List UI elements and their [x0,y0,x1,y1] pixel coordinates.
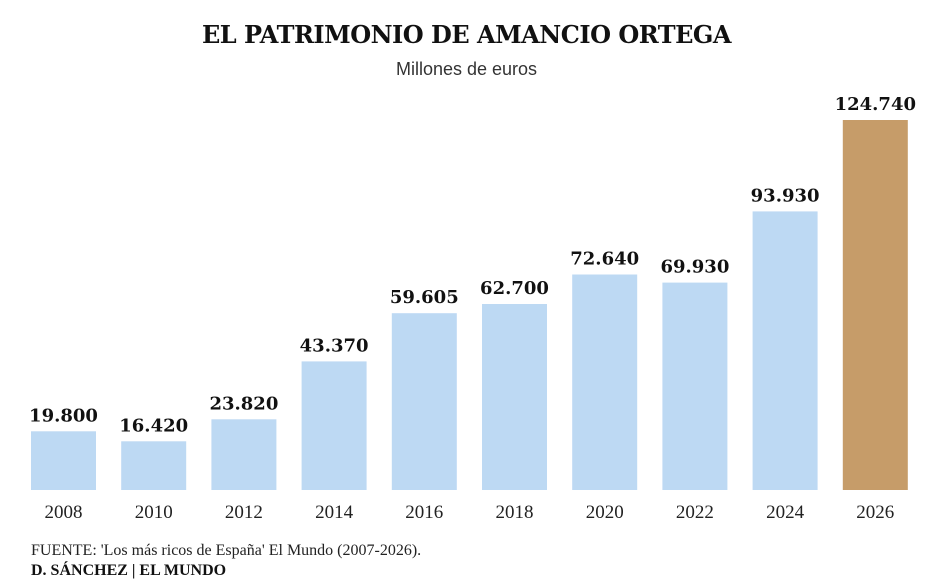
bar-2026 [842,120,908,490]
bar-2024 [752,211,818,490]
bar-2018 [482,304,547,490]
bar-2016 [391,313,457,490]
value-label-2016: 59.605 [390,287,459,308]
x-tick-label-2024: 2024 [766,502,805,523]
value-label-2010: 16.420 [119,415,188,436]
x-tick-label-2026: 2026 [856,502,894,523]
value-label-2008: 19.800 [29,405,98,426]
chart-title: EL PATRIMONIO DE AMANCIO ORTEGA [201,20,732,49]
bar-2020 [572,274,638,490]
x-tick-label-2018: 2018 [496,502,534,523]
bar-2022 [662,282,728,490]
bar-2008 [31,431,96,490]
x-tick-label-2008: 2008 [45,502,83,523]
value-label-2026: 124.740 [835,94,916,115]
x-tick-label-2012: 2012 [225,502,263,523]
value-label-2024: 93.930 [751,185,820,206]
x-tick-label-2022: 2022 [676,502,714,523]
value-label-2014: 43.370 [300,335,369,356]
x-tick-label-2014: 2014 [315,502,354,523]
source-note: FUENTE: 'Los más ricos de España' El Mun… [31,542,422,559]
credit-line: D. SÁNCHEZ | EL MUNDO [31,562,227,579]
bar-2012 [211,419,277,490]
value-label-2020: 72.640 [570,249,639,270]
x-tick-label-2010: 2010 [135,502,173,523]
value-label-2012: 23.820 [209,393,278,414]
chart-subtitle: Millones de euros [395,59,538,79]
x-tick-label-2016: 2016 [405,502,443,523]
bar-2010 [121,441,187,490]
bar-2014 [301,361,367,490]
value-label-2018: 62.700 [480,278,549,299]
x-tick-label-2020: 2020 [586,502,624,523]
value-label-2022: 69.930 [660,257,729,278]
